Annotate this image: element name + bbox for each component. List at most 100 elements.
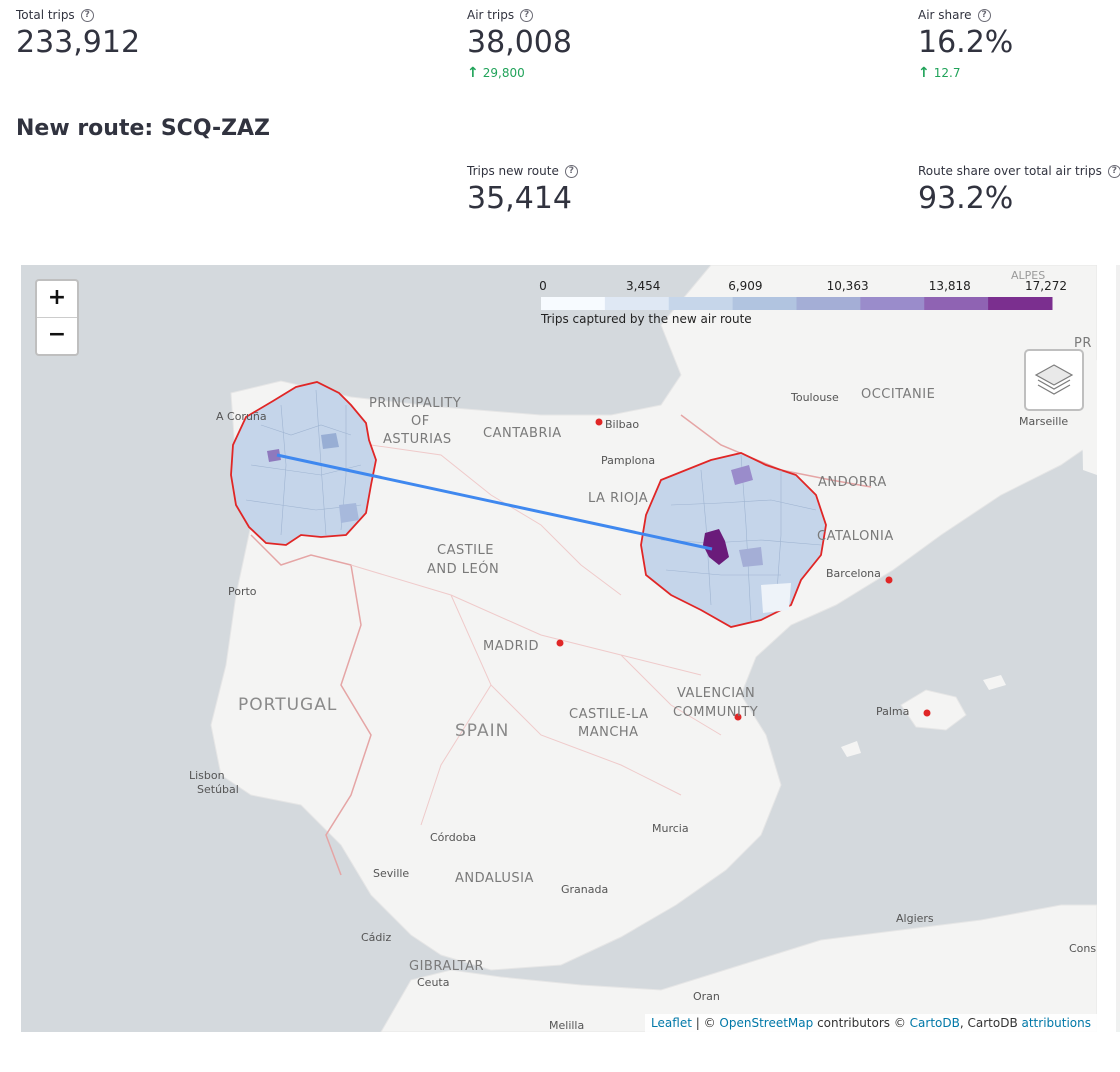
legend-swatch xyxy=(796,297,861,310)
metric-label-text: Total trips xyxy=(16,8,75,22)
label-asturias: ASTURIAS xyxy=(383,432,452,447)
metric-label: Total trips ? xyxy=(16,8,140,22)
legend-swatch xyxy=(860,297,925,310)
region-aragon[interactable] xyxy=(640,452,827,628)
label-oran: Oran xyxy=(693,990,720,1003)
border-portugal xyxy=(250,534,372,876)
metric-trips-new-route: Trips new route ? 35,414 xyxy=(467,164,578,217)
border-regions xyxy=(350,444,722,826)
metric-air-share: Air share ? 16.2% ↑ 12.7 xyxy=(918,8,1013,81)
label-community: COMMUNITY xyxy=(673,705,759,720)
zoom-out-button[interactable]: − xyxy=(47,322,67,347)
label-pamplona: Pamplona xyxy=(601,454,656,467)
label-portugal: PORTUGAL xyxy=(238,695,338,715)
label-melilla: Melilla xyxy=(549,1019,585,1032)
help-icon[interactable]: ? xyxy=(977,8,991,22)
metric-label: Air share ? xyxy=(918,8,1013,22)
legend-swatch xyxy=(668,297,734,310)
layers-control-button[interactable] xyxy=(1024,349,1084,411)
label-lisbon: Lisbon xyxy=(189,769,225,782)
help-icon[interactable]: ? xyxy=(80,8,94,22)
legend-tick-label: 17,272 xyxy=(1025,279,1067,293)
legend-swatch xyxy=(732,297,797,310)
help-icon[interactable]: ? xyxy=(564,164,578,178)
label-la-rioja: LA RIOJA xyxy=(588,491,649,506)
label-cantabria: CANTABRIA xyxy=(483,426,562,441)
legend-title: Trips captured by the new air route xyxy=(541,312,752,326)
label-andalusia: ANDALUSIA xyxy=(455,871,534,886)
label-cordoba: Córdoba xyxy=(430,831,477,844)
galicia-hotspot xyxy=(267,449,281,462)
help-icon[interactable]: ? xyxy=(1107,164,1120,178)
zoom-control: + − xyxy=(35,279,79,356)
galicia-subregions xyxy=(245,389,362,536)
metric-label-text: Trips new route xyxy=(467,164,559,178)
scrollbar-track xyxy=(1116,265,1120,1032)
label-palma: Palma xyxy=(876,705,910,718)
label-barcelona: Barcelona xyxy=(826,567,881,580)
legend-swatch xyxy=(604,297,670,310)
layers-icon xyxy=(1034,364,1074,395)
label-alpes: ALPES xyxy=(1011,269,1046,282)
label-andorra: ANDORRA xyxy=(818,475,887,490)
metric-delta-value: 29,800 xyxy=(482,66,525,80)
label-murcia: Murcia xyxy=(652,822,689,835)
arrow-up-icon: ↑ xyxy=(918,65,930,81)
label-of: OF xyxy=(411,414,430,429)
label-and-leon: AND LEÓN xyxy=(427,562,500,577)
land-menorca xyxy=(983,675,1006,690)
route-map[interactable]: 0 3,454 6,909 10,363 13,818 17,272 Trips capt… xyxy=(21,265,1097,1032)
legend-swatch xyxy=(988,297,1053,310)
metric-value: 16.2% xyxy=(918,25,1014,60)
label-gibraltar: GIBRALTAR xyxy=(409,959,485,974)
label-occitanie: OCCITANIE xyxy=(861,387,936,402)
label-a-coruna: A Coruña xyxy=(216,410,267,423)
attribution-sep: | © xyxy=(691,1016,720,1030)
metric-delta-value: 12.7 xyxy=(933,66,961,80)
leaflet-link[interactable]: Leaflet xyxy=(651,1016,692,1030)
legend-tick-label: 10,363 xyxy=(826,279,869,293)
label-ceuta: Ceuta xyxy=(417,976,450,989)
land-iberia xyxy=(210,265,1097,971)
attribution-carto2: , CartoDB xyxy=(959,1016,1022,1030)
land-north-africa xyxy=(380,904,1097,1032)
legend-swatch xyxy=(924,297,989,310)
label-setubal: Setúbal xyxy=(197,783,239,796)
label-spain: SPAIN xyxy=(455,721,510,741)
legend-tick-label: 3,454 xyxy=(626,279,661,293)
galicia-shade-1 xyxy=(321,433,339,449)
land-sardinia xyxy=(1081,360,1097,475)
help-icon[interactable]: ? xyxy=(520,8,534,22)
metric-value: 35,414 xyxy=(467,181,572,216)
attributions-link[interactable]: attributions xyxy=(1021,1016,1092,1030)
route-line xyxy=(276,453,713,551)
metric-label: Route share over total air trips ? xyxy=(918,164,1120,178)
metric-label: Trips new route ? xyxy=(467,164,578,178)
label-algiers: Algiers xyxy=(896,912,934,925)
aragon-subregions xyxy=(660,454,822,621)
label-madrid: MADRID xyxy=(483,639,539,654)
city-markers xyxy=(556,418,931,721)
legend-tick-label: 0 xyxy=(539,279,547,293)
label-seville: Seville xyxy=(373,867,410,880)
attribution-contrib: contributors © xyxy=(813,1016,910,1030)
metric-delta: ↑ 12.7 xyxy=(918,65,1013,81)
legend-swatch xyxy=(541,297,606,310)
aragon-hotspot xyxy=(703,529,729,565)
metric-air-trips: Air trips ? 38,008 ↑ 29,800 xyxy=(467,8,572,81)
metric-value: 93.2% xyxy=(918,181,1014,216)
zoom-in-button[interactable]: + xyxy=(37,281,77,318)
cartodb-link[interactable]: CartoDB xyxy=(909,1016,960,1030)
region-galicia[interactable] xyxy=(230,381,377,546)
legend-tick-label: 6,909 xyxy=(728,279,763,293)
aragon-shade-2 xyxy=(739,547,763,567)
label-castile: CASTILE xyxy=(437,543,494,558)
metric-label-text: Route share over total air trips xyxy=(918,164,1102,178)
osm-link[interactable]: OpenStreetMap xyxy=(719,1016,814,1030)
label-cadiz: Cádiz xyxy=(361,931,392,944)
land-mallorca xyxy=(900,689,967,731)
metric-route-share: Route share over total air trips ? 93.2% xyxy=(918,164,1120,217)
legend-tick-label: 13,818 xyxy=(928,279,971,293)
label-pr: PR xyxy=(1074,336,1092,351)
label-principality: PRINCIPALITY xyxy=(369,396,462,411)
